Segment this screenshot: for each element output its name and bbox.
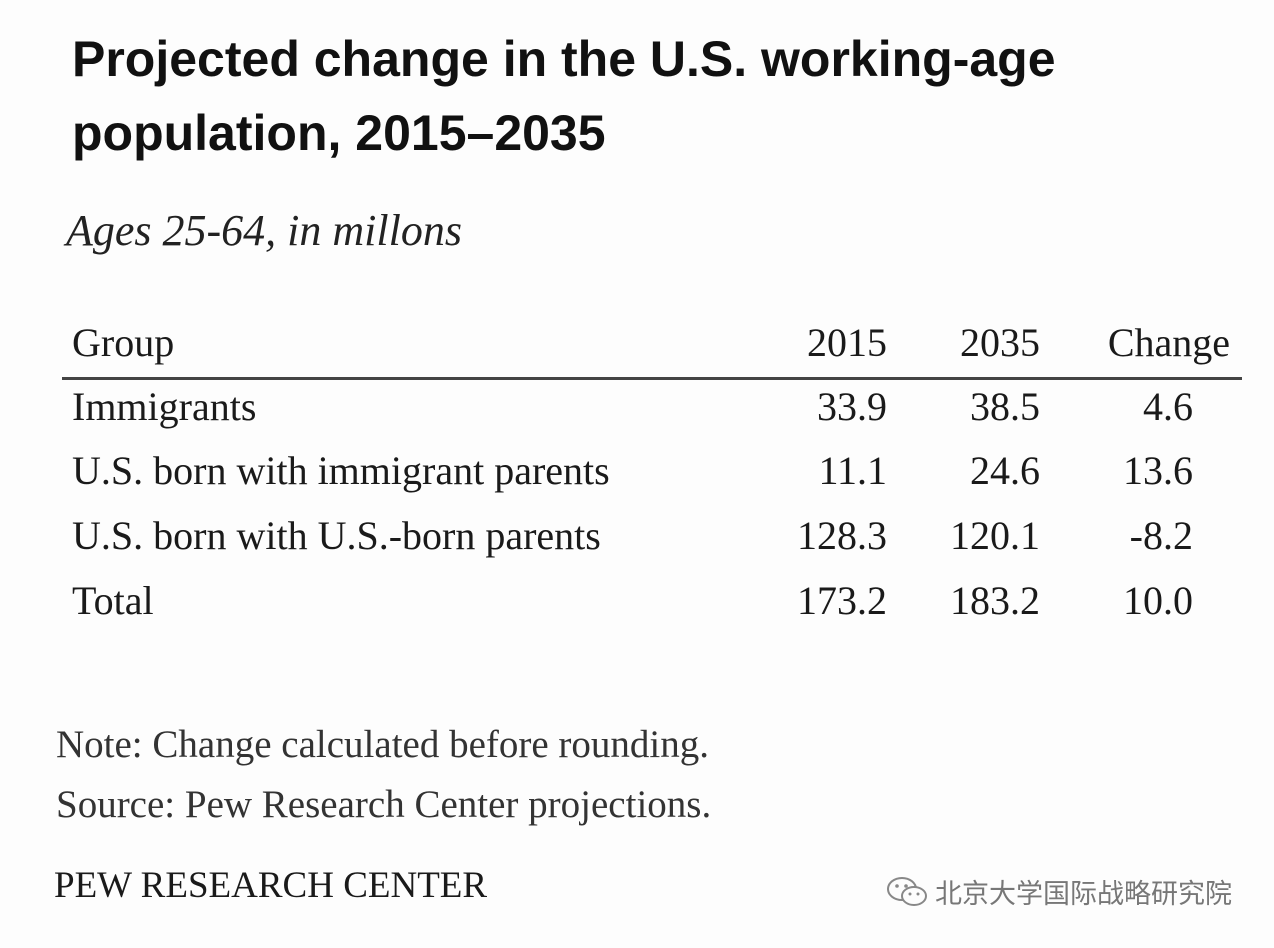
source: Source: Pew Research Center projections. (56, 783, 712, 826)
cell-value: 33.9 (817, 384, 887, 429)
row-label: Total (72, 578, 154, 623)
cell-value: 183.2 (950, 578, 1040, 623)
header-cell: Group (72, 320, 175, 365)
row-label: Immigrants (72, 384, 257, 429)
cell-value: 173.2 (797, 578, 887, 623)
cell-value: 4.6 (1143, 384, 1193, 429)
title: Projected change in the U.S. working-age… (72, 31, 1056, 161)
brand: PEW RESEARCH CENTER (54, 865, 488, 906)
header-cell: 2015 (807, 320, 887, 365)
row-label: U.S. born with U.S.-born parents (72, 513, 601, 558)
watermark-text: 北京大学国际战略研究院 (935, 879, 1232, 910)
header-rule (62, 377, 1242, 380)
cell-value: 11.1 (818, 448, 887, 493)
cell-value: 128.3 (797, 513, 887, 558)
watermark: 北京大学国际战略研究院 (885, 872, 1232, 911)
subtitle: Ages 25-64, in millons (66, 206, 462, 255)
note: Note: Change calculated before rounding. (56, 723, 710, 766)
row-label: U.S. born with immigrant parents (72, 448, 610, 493)
cell-value: 24.6 (970, 448, 1040, 493)
cell-value: 13.6 (1123, 448, 1193, 493)
wechat-icon (887, 876, 927, 906)
cell-value: 10.0 (1123, 578, 1193, 623)
header-cell: Change (1107, 320, 1230, 365)
header-cell: 2035 (960, 320, 1040, 365)
cell-value: 120.1 (950, 513, 1040, 558)
cell-value: -8.2 (1129, 513, 1193, 558)
cell-value: 38.5 (970, 384, 1040, 429)
